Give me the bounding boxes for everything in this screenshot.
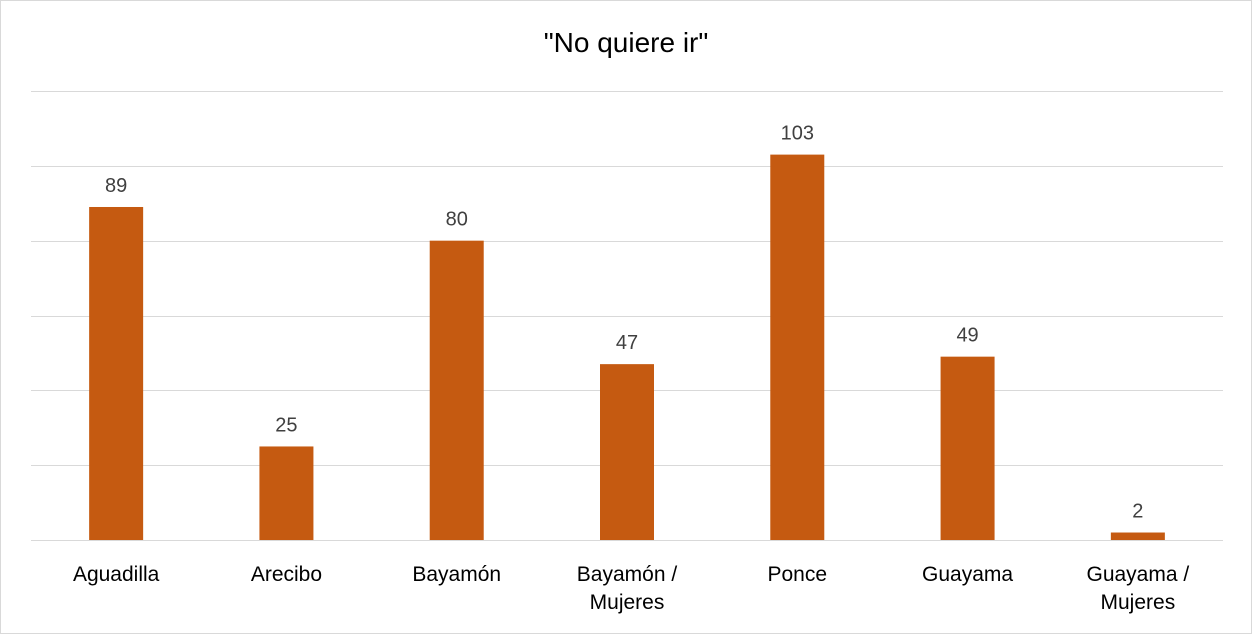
category-axis: Aguadilla Arecibo Bayamón Bayamón / Mujeres P… bbox=[73, 563, 1189, 614]
bar bbox=[600, 364, 654, 540]
category-tick-label: Ponce bbox=[768, 563, 828, 586]
category-tick-label: Bayamón / Mujeres bbox=[577, 563, 678, 614]
data-label: 47 bbox=[616, 332, 638, 354]
category-tick-label: Bayamón bbox=[412, 563, 501, 586]
bar bbox=[89, 206, 144, 540]
bar bbox=[1110, 532, 1165, 540]
bar bbox=[940, 356, 995, 540]
category-tick-label: Guayama / Mujeres bbox=[1086, 563, 1189, 614]
data-label: 103 bbox=[781, 123, 814, 145]
data-label: 80 bbox=[446, 209, 468, 231]
chart-title: "No quiere ir" bbox=[544, 27, 709, 58]
bar bbox=[429, 240, 484, 540]
data-label: 25 bbox=[275, 414, 297, 436]
data-label: 2 bbox=[1132, 501, 1143, 523]
data-label: 49 bbox=[956, 325, 978, 347]
bars bbox=[89, 154, 1165, 540]
data-labels: 89 25 80 47 103 49 2 bbox=[105, 123, 1143, 523]
category-tick-label: Guayama bbox=[922, 563, 1013, 586]
bar bbox=[259, 446, 314, 540]
bar bbox=[770, 154, 825, 540]
category-tick-label: Arecibo bbox=[251, 563, 322, 586]
category-tick-label: Aguadilla bbox=[73, 563, 160, 586]
data-label: 89 bbox=[105, 175, 127, 197]
